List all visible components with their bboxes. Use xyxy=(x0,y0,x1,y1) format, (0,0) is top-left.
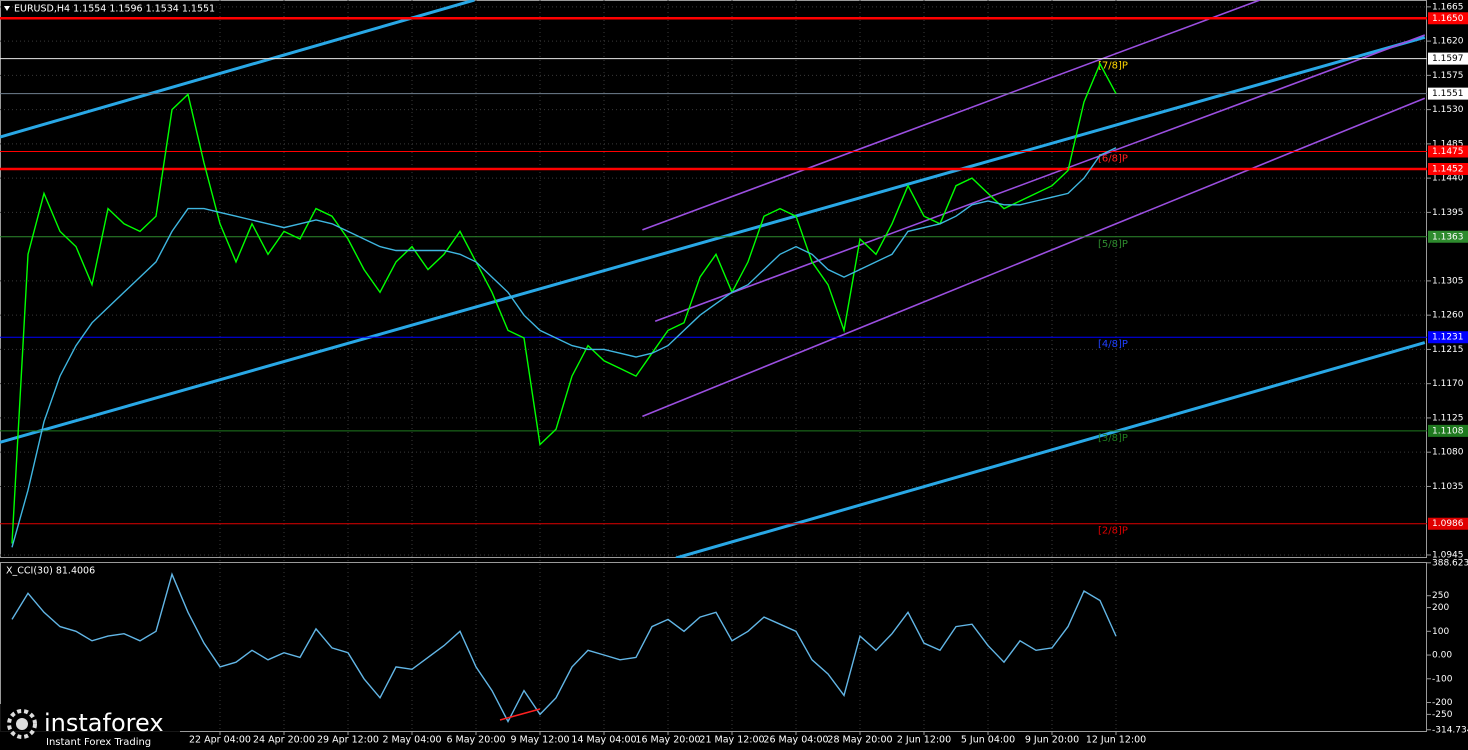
trend-line xyxy=(0,0,475,139)
y-tick-label: 1.1260 xyxy=(1432,311,1464,321)
y-tick-label: 1.1305 xyxy=(1432,276,1464,286)
y-tick-label: 1.1485 xyxy=(1432,139,1464,149)
y-tick-label: 388.6237 xyxy=(1432,558,1468,568)
y-tick-label: 1.1530 xyxy=(1432,105,1464,115)
level-label: 1.1452 xyxy=(1432,164,1464,174)
y-tick-label: -100 xyxy=(1432,674,1453,684)
x-tick-label: 2 May 04:00 xyxy=(382,735,441,746)
watermark: instaforex Instant Forex Trading xyxy=(0,704,180,750)
level-tag: [2/8]P xyxy=(1098,526,1128,537)
y-tick-label: 1.1620 xyxy=(1432,37,1464,47)
y-tick-label: 0.00 xyxy=(1432,651,1452,661)
y-tick-label: 1.1080 xyxy=(1432,448,1464,458)
x-tick-label: 24 Apr 20:00 xyxy=(253,735,315,746)
logo-core xyxy=(16,718,28,730)
level-tag: [7/8]P xyxy=(1098,61,1128,72)
level-label-box xyxy=(1428,12,1468,25)
level-label: 1.1108 xyxy=(1432,426,1464,436)
trend-line xyxy=(654,34,1426,322)
trend-line xyxy=(675,341,1426,558)
logo-gear xyxy=(7,709,37,739)
x-tick-label: 29 Apr 12:00 xyxy=(317,735,379,746)
y-tick-label: 1.1665 xyxy=(1432,2,1464,12)
level-label: 1.1475 xyxy=(1432,147,1464,157)
y-tick-label: 100 xyxy=(1432,627,1449,637)
level-label-box xyxy=(1428,230,1468,243)
tagline: Instant Forex Trading xyxy=(46,737,151,748)
x-tick-label: 12 Jun 12:00 xyxy=(1086,735,1146,746)
y-tick-label: 1.1035 xyxy=(1432,482,1464,492)
y-tick-label: 1.1215 xyxy=(1432,345,1464,355)
menu-arrow xyxy=(4,6,10,11)
x-tick-label: 9 Jun 20:00 xyxy=(1025,735,1079,746)
level-label-box xyxy=(1428,87,1468,100)
pane-title: EURUSD,H4 1.1554 1.1596 1.1534 1.1551 xyxy=(14,4,215,15)
level-label: 1.1551 xyxy=(1432,89,1464,99)
level-label: 1.1231 xyxy=(1432,333,1464,343)
y-tick-label: 1.1125 xyxy=(1432,413,1464,423)
level-label: 1.1363 xyxy=(1432,232,1464,242)
level-label-box xyxy=(1428,145,1468,158)
x-tick-label: 21 May 12:00 xyxy=(699,735,764,746)
x-tick-label: 2 Jun 12:00 xyxy=(897,735,951,746)
level-tag: [5/8]P xyxy=(1098,239,1128,250)
x-tick-label: 5 Jun 04:00 xyxy=(961,735,1015,746)
level-label: 1.1597 xyxy=(1432,54,1464,64)
series-line xyxy=(11,62,1117,544)
level-tag: [6/8]P xyxy=(1098,153,1128,164)
trend-line xyxy=(642,0,1261,231)
y-tick-label: 1.1440 xyxy=(1432,174,1464,184)
y-tick-label: 1.1575 xyxy=(1432,71,1464,81)
level-label-box xyxy=(1428,517,1468,530)
y-tick-label: 200 xyxy=(1432,603,1449,613)
level-tag: [3/8]P xyxy=(1098,433,1128,444)
y-tick-label: 1.1395 xyxy=(1432,208,1464,218)
y-tick-label: 1.0945 xyxy=(1432,550,1464,560)
divergence-line xyxy=(499,708,541,721)
trend-line xyxy=(0,35,1426,444)
y-tick-label: -314.734 xyxy=(1432,725,1468,735)
price-pane-frame xyxy=(0,0,1427,558)
level-tag: [4/8]P xyxy=(1098,339,1128,350)
y-tick-label: 250 xyxy=(1432,591,1449,601)
level-label-box xyxy=(1428,162,1468,175)
level-label: 1.1650 xyxy=(1432,14,1464,24)
x-tick-label: 14 May 04:00 xyxy=(571,735,636,746)
level-label-box xyxy=(1428,52,1468,65)
level-label: 1.0986 xyxy=(1432,519,1464,529)
level-label-box xyxy=(1428,424,1468,437)
pane-title: X_CCI(30) 81.4006 xyxy=(6,566,95,577)
y-tick-label: -250 xyxy=(1432,710,1453,720)
x-tick-label: 16 May 20:00 xyxy=(635,735,700,746)
cci-pane-frame xyxy=(0,562,1427,732)
series-line xyxy=(11,572,1117,724)
y-tick-label: 1.1170 xyxy=(1432,379,1464,389)
x-tick-label: 22 Apr 04:00 xyxy=(189,735,251,746)
series-line xyxy=(11,147,1117,548)
x-tick-label: 26 May 04:00 xyxy=(763,735,828,746)
x-tick-label: 6 May 20:00 xyxy=(446,735,505,746)
x-tick-label: 9 May 12:00 xyxy=(510,735,569,746)
watermark-bg xyxy=(0,704,180,750)
brand: instaforex xyxy=(44,709,164,737)
y-tick-label: -200 xyxy=(1432,698,1453,708)
x-tick-label: 28 May 20:00 xyxy=(827,735,892,746)
level-label-box xyxy=(1428,331,1468,344)
